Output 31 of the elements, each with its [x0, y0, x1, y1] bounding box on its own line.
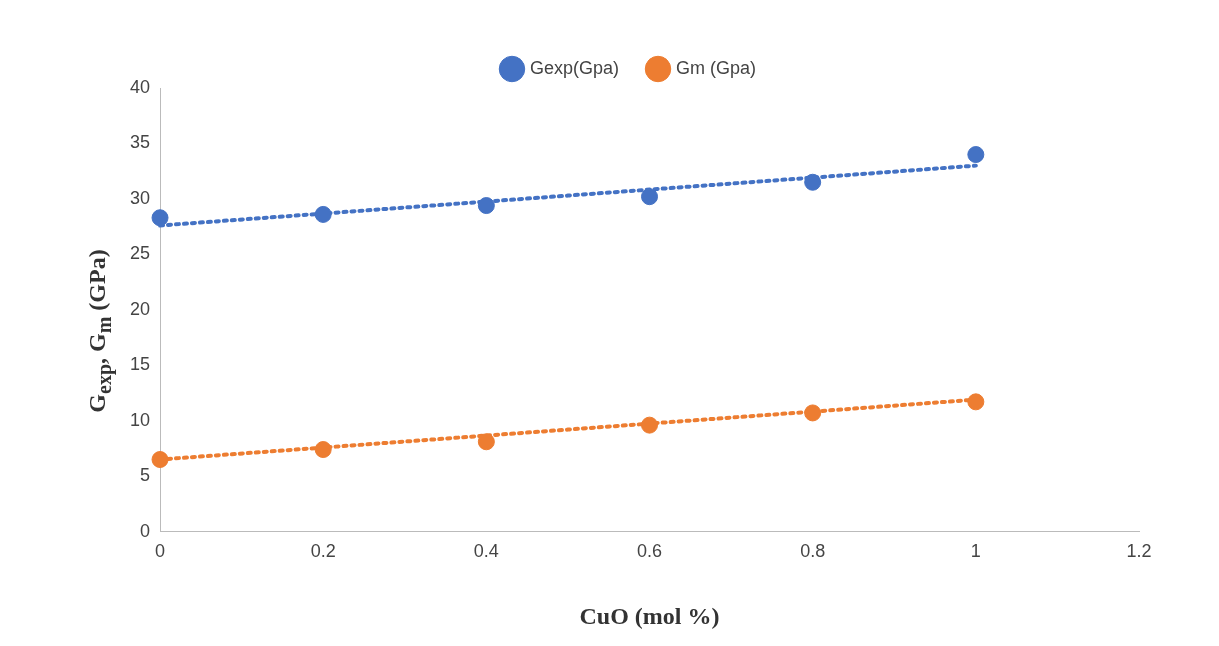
x-axis-title: CuO (mol %)	[579, 602, 720, 629]
point	[151, 451, 169, 469]
point	[477, 197, 495, 215]
y-tick-label: 30	[129, 187, 151, 208]
legend-label: Gm (Gpa)	[676, 57, 757, 78]
x-tick-label: 0	[155, 541, 166, 562]
point	[477, 433, 495, 451]
y-tick-label: 15	[129, 354, 151, 375]
point	[804, 404, 822, 422]
x-tick-label: 0.4	[473, 541, 499, 562]
point	[804, 173, 822, 191]
point	[967, 393, 985, 411]
y-tick-label: 5	[140, 465, 151, 486]
x-tick-label: 0.6	[637, 541, 663, 562]
point	[967, 146, 985, 164]
legend-label: Gexp(Gpa)	[529, 57, 620, 78]
point	[314, 205, 332, 223]
y-tick-label: 40	[129, 76, 151, 97]
point	[314, 441, 332, 459]
x-tick-label: 1.2	[1126, 541, 1152, 562]
point	[641, 416, 659, 434]
y-tick-label: 25	[129, 243, 151, 264]
point	[641, 188, 659, 206]
x-tick-label: 0.8	[800, 541, 826, 562]
x-tick-label: 0.2	[310, 541, 336, 562]
y-tick-label: 10	[129, 409, 151, 430]
point	[151, 209, 169, 227]
y-tick-label: 35	[129, 132, 151, 153]
y-tick-label: 0	[140, 520, 151, 541]
x-tick-label: 1	[970, 541, 981, 562]
y-tick-label: 20	[129, 298, 151, 319]
